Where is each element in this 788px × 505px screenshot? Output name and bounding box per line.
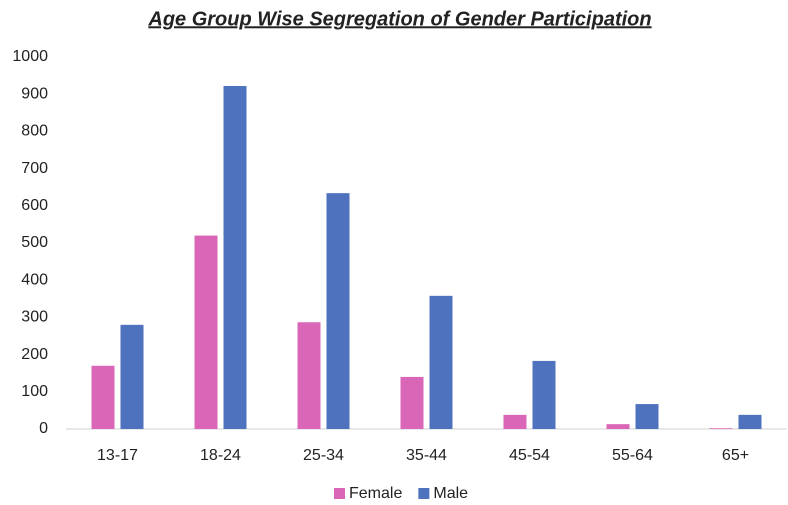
x-tick-label: 45-54	[509, 447, 550, 464]
bar	[326, 193, 350, 429]
bar	[297, 322, 321, 429]
y-tick-label: 0	[39, 420, 48, 437]
x-tick-label: 13-17	[97, 447, 138, 464]
x-tick-label: 18-24	[200, 447, 241, 464]
bar	[635, 404, 659, 429]
bar	[503, 414, 527, 429]
y-tick-label: 600	[21, 197, 48, 214]
legend-label: Female	[349, 485, 402, 502]
x-tick-label: 35-44	[406, 447, 447, 464]
legend-swatch	[418, 488, 430, 499]
y-tick-label: 700	[21, 160, 48, 177]
x-tick-label: 65+	[722, 447, 749, 464]
y-tick-label: 300	[21, 309, 48, 326]
y-tick-label: 200	[21, 346, 48, 363]
x-tick-label: 25-34	[303, 447, 344, 464]
bar	[709, 428, 733, 429]
bar	[606, 424, 630, 429]
legend-label: Male	[433, 485, 468, 502]
y-tick-label: 100	[21, 383, 48, 400]
bar	[120, 324, 144, 429]
bar	[429, 295, 453, 429]
y-tick-label: 500	[21, 234, 48, 251]
bar	[400, 376, 424, 429]
y-tick-label: 800	[21, 123, 48, 140]
y-tick-label: 1000	[12, 48, 48, 65]
x-tick-label: 55-64	[612, 447, 653, 464]
y-tick-label: 900	[21, 85, 48, 102]
bar	[91, 365, 115, 429]
bar	[223, 86, 247, 430]
chart-title: Age Group Wise Segregation of Gender Par…	[147, 8, 651, 30]
bar	[738, 414, 762, 429]
bar	[194, 235, 218, 429]
legend-swatch	[334, 488, 345, 499]
y-tick-label: 400	[21, 271, 48, 288]
bar	[532, 360, 556, 429]
